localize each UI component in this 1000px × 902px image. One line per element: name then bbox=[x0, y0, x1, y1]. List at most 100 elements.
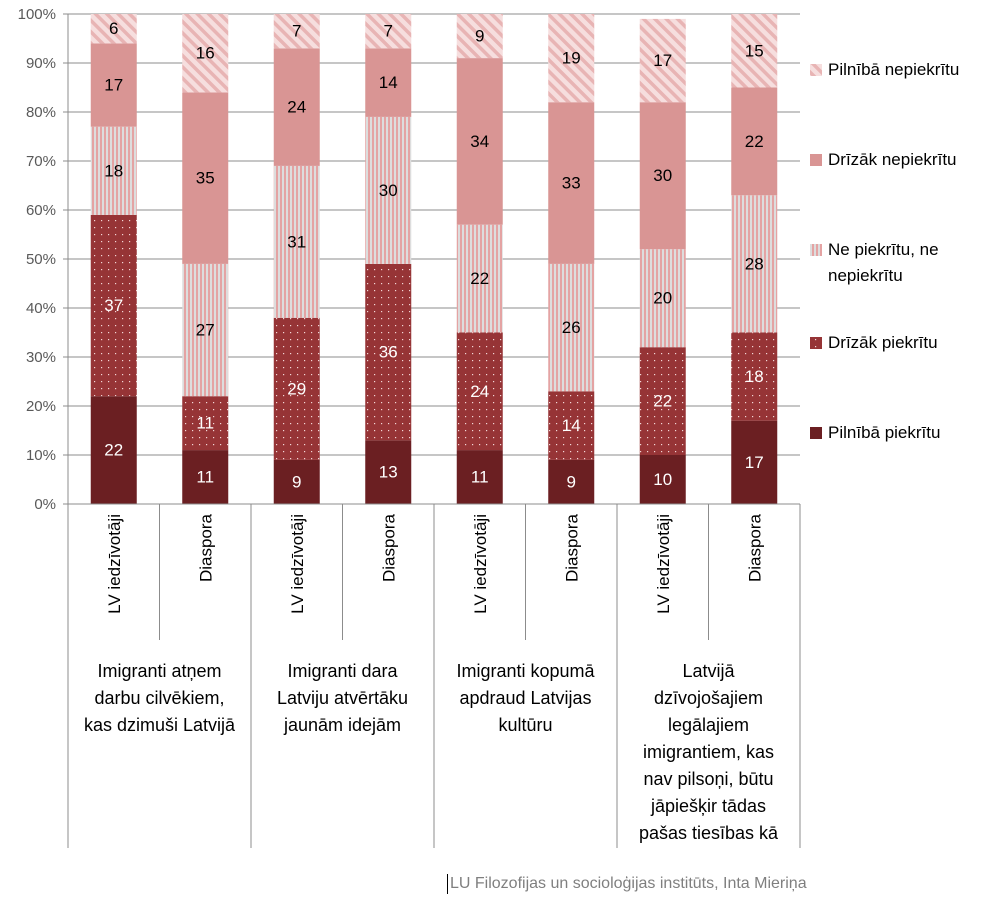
data-label: 24 bbox=[287, 98, 306, 117]
data-label: 17 bbox=[104, 76, 123, 95]
bar-segment bbox=[639, 18, 686, 103]
bar-segment bbox=[90, 396, 137, 504]
data-label: 24 bbox=[470, 382, 489, 401]
bar-segment bbox=[182, 450, 229, 504]
data-label: 36 bbox=[379, 343, 398, 362]
axes: 0% 10% 20% 30% 40% 50% 60% 70% 80% 90% 100% LV iedz… bbox=[18, 6, 801, 848]
y-tick-label: 30% bbox=[26, 349, 56, 366]
bar-segment bbox=[365, 263, 412, 441]
legend-label: Drīzāk nepiekrītu bbox=[828, 150, 957, 169]
data-label: 9 bbox=[292, 472, 301, 491]
bar-segment bbox=[273, 459, 320, 504]
group-label: imigrantiem, kas bbox=[643, 742, 774, 762]
bar-segment bbox=[365, 48, 412, 117]
data-label: 14 bbox=[562, 416, 581, 435]
data-label: 9 bbox=[475, 27, 484, 46]
legend-label: Pilnībā piekrītu bbox=[828, 423, 940, 442]
y-tick-label: 0% bbox=[34, 496, 56, 513]
bar-segment bbox=[456, 224, 503, 333]
data-label: 11 bbox=[196, 468, 214, 487]
bars: 22 37 18 17 6 11 11 27 35 16 9 29 31 24 7 13 36 30 14 7 11 24… bbox=[90, 14, 778, 504]
y-tick-label: 40% bbox=[26, 300, 56, 317]
legend-label: nepiekrītu bbox=[828, 266, 903, 285]
category-label: LV iedzīvotāji bbox=[654, 514, 673, 614]
bar-segment bbox=[365, 14, 412, 49]
y-tick-label: 20% bbox=[26, 398, 56, 415]
data-label: 13 bbox=[379, 463, 398, 482]
group-label: jāpiešķir tādas bbox=[650, 796, 766, 816]
data-label: 22 bbox=[104, 441, 123, 460]
category-label: Diaspora bbox=[745, 513, 764, 582]
group-label: Imigranti atņem bbox=[97, 661, 221, 681]
data-label: 11 bbox=[471, 468, 489, 487]
data-label: 30 bbox=[653, 166, 672, 185]
bar-segment bbox=[273, 14, 320, 49]
category-label: LV iedzīvotāji bbox=[105, 514, 124, 614]
bar-segment bbox=[731, 332, 778, 421]
bar-segment bbox=[456, 450, 503, 504]
bar-segment bbox=[182, 14, 229, 93]
bar-segment bbox=[639, 249, 686, 348]
data-label: 14 bbox=[379, 73, 398, 92]
group-label: Latviju atvērtāku bbox=[277, 688, 408, 708]
legend-label: Ne piekrītu, ne bbox=[828, 240, 939, 259]
data-label: 27 bbox=[196, 321, 215, 340]
data-label: 31 bbox=[287, 232, 306, 251]
group-label: jaunām idejām bbox=[283, 715, 401, 735]
bar-segment bbox=[548, 102, 595, 264]
group-label: kultūru bbox=[498, 715, 552, 735]
group-label: dzīvojošajiem bbox=[654, 688, 763, 708]
data-label: 30 bbox=[379, 181, 398, 200]
bar-segment bbox=[731, 14, 778, 88]
bar-segment bbox=[365, 440, 412, 504]
data-label: 9 bbox=[567, 472, 576, 491]
y-tick-label: 90% bbox=[26, 55, 56, 72]
data-label: 22 bbox=[470, 269, 489, 288]
bar-segment bbox=[548, 391, 595, 460]
data-label: 17 bbox=[653, 51, 672, 70]
legend-swatch bbox=[810, 154, 822, 166]
legend-swatch bbox=[810, 337, 822, 349]
y-tick-label: 100% bbox=[18, 6, 56, 23]
bar-segment bbox=[731, 420, 778, 504]
category-label: LV iedzīvotāji bbox=[471, 514, 490, 614]
bar-segment bbox=[90, 214, 137, 397]
bar-segment bbox=[273, 48, 320, 166]
group-label: legālajiem bbox=[668, 715, 749, 735]
data-label: 7 bbox=[384, 22, 393, 41]
group-label: Latvijā bbox=[682, 661, 735, 681]
data-label: 29 bbox=[287, 379, 306, 398]
legend-swatch bbox=[810, 244, 822, 256]
bar-segment bbox=[182, 396, 229, 451]
category-label: Diaspora bbox=[379, 513, 398, 582]
bar-segment bbox=[639, 455, 686, 504]
y-tick-label: 50% bbox=[26, 251, 56, 268]
bar-segment bbox=[365, 116, 412, 264]
source-caption: LU Filozofijas un socioloģijas institūts… bbox=[447, 874, 807, 894]
data-label: 6 bbox=[109, 19, 118, 38]
data-label: 7 bbox=[292, 22, 301, 41]
bar-segment bbox=[731, 195, 778, 333]
bar-segment bbox=[273, 165, 320, 318]
data-label: 26 bbox=[562, 318, 581, 337]
data-label: 33 bbox=[562, 174, 581, 193]
group-label: apdraud Latvijas bbox=[459, 688, 591, 708]
data-label: 10 bbox=[653, 470, 672, 489]
bar-segment bbox=[273, 317, 320, 460]
legend-swatch bbox=[810, 64, 822, 76]
data-label: 17 bbox=[745, 453, 764, 472]
data-label: 20 bbox=[653, 289, 672, 308]
group-label: Imigranti kopumā bbox=[456, 661, 595, 681]
data-label: 15 bbox=[745, 41, 764, 60]
y-tick-label: 70% bbox=[26, 153, 56, 170]
data-label: 19 bbox=[562, 49, 581, 68]
gridlines bbox=[63, 13, 800, 505]
data-label: 37 bbox=[104, 296, 123, 315]
y-tick-label: 60% bbox=[26, 202, 56, 219]
group-label: pašas tiesības kā bbox=[639, 823, 779, 843]
bar-segment bbox=[639, 102, 686, 250]
bar-segment bbox=[90, 14, 137, 44]
bar-segment bbox=[182, 92, 229, 264]
category-label: LV iedzīvotāji bbox=[288, 514, 307, 614]
